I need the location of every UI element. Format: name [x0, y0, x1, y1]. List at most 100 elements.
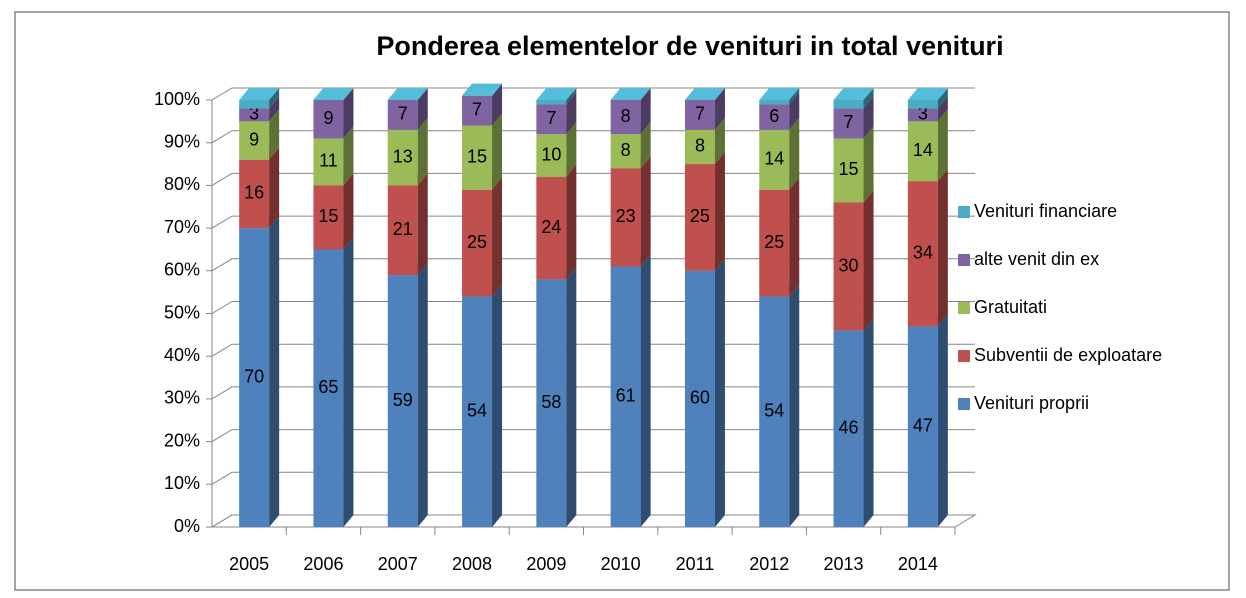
bar-face [684, 129, 715, 165]
bar-face [833, 88, 874, 100]
legend-swatch [958, 206, 970, 218]
bar-segment [387, 88, 428, 100]
data-label: 3 [918, 104, 928, 124]
data-label: 14 [764, 149, 784, 169]
bar-face [714, 117, 725, 165]
bar-segment [833, 190, 874, 331]
data-label: 8 [695, 136, 705, 156]
bar-segment [239, 88, 280, 109]
bar-face [833, 330, 864, 527]
bar-face [566, 164, 577, 280]
data-label: 46 [839, 418, 859, 438]
data-label: 23 [616, 206, 636, 226]
y-tick-label: 70% [164, 217, 200, 237]
bar-face [833, 100, 864, 109]
bar-face [536, 104, 567, 135]
data-label: 25 [764, 232, 784, 252]
bar-face [937, 169, 948, 327]
data-label: 13 [393, 146, 413, 166]
bar-face [492, 83, 503, 126]
data-label: 25 [467, 232, 487, 252]
bar-face [343, 173, 354, 250]
bar-face [566, 122, 577, 177]
bar-face [759, 100, 790, 105]
data-label: 47 [913, 415, 933, 435]
bar-segment [684, 88, 725, 100]
bar-face [937, 314, 948, 527]
x-tick-label: 2005 [229, 554, 269, 574]
bar-face [269, 147, 280, 229]
bar-face [313, 138, 344, 186]
bar-segment [462, 83, 503, 96]
bar-face [239, 228, 270, 527]
data-label: 30 [839, 255, 859, 275]
bar-face [417, 263, 428, 527]
x-tick-label: 2009 [526, 554, 566, 574]
data-label: 25 [690, 206, 710, 226]
bar-face [610, 134, 641, 169]
grid-line [206, 471, 975, 485]
data-label: 9 [323, 108, 333, 128]
data-label: 24 [541, 217, 561, 237]
data-label: 15 [318, 206, 338, 226]
bar-segment [759, 284, 800, 527]
bar-face [462, 125, 493, 190]
y-tick-label: 50% [164, 302, 200, 322]
x-tick-label: 2010 [601, 554, 641, 574]
bar-segment [462, 284, 503, 527]
data-label: 14 [913, 140, 933, 160]
bar-face [239, 108, 270, 122]
data-label: 15 [839, 159, 859, 179]
bar-face [610, 88, 651, 100]
bar-segment [907, 88, 948, 109]
bar-face [789, 92, 800, 130]
bar-segment [759, 88, 800, 105]
grid-line [206, 172, 975, 186]
bar-face [387, 185, 418, 276]
legend-label: Subventii de exploatare [974, 345, 1162, 365]
data-label: 61 [616, 386, 636, 406]
legend-label: alte venit din ex [974, 249, 1099, 269]
y-tick-label: 90% [164, 131, 200, 151]
bar-face [610, 100, 641, 135]
x-tick-label: 2014 [898, 554, 938, 574]
bar-face [492, 177, 503, 297]
bar-face [343, 88, 354, 139]
bar-face [239, 159, 270, 229]
bar-face [789, 284, 800, 527]
data-label: 6 [769, 106, 779, 126]
data-label: 11 [319, 151, 338, 171]
bar-face [462, 95, 493, 126]
bar-segment [536, 267, 577, 527]
grid-line [206, 429, 975, 443]
grid-line [206, 343, 975, 357]
data-label: 70 [244, 366, 264, 386]
bar-segment [610, 88, 651, 100]
bar-segment [684, 258, 725, 527]
data-label: 59 [393, 390, 413, 410]
bar-face [789, 177, 800, 297]
bar-face [907, 108, 938, 122]
bar-face [387, 88, 428, 100]
bar-face [759, 129, 790, 190]
bar-face [610, 266, 641, 527]
y-tick-label: 10% [164, 473, 200, 493]
bar-face [536, 279, 567, 527]
bar-face [684, 164, 715, 271]
bar-face [239, 121, 270, 160]
legend-label: Gratuitati [974, 297, 1047, 317]
y-tick-label: 40% [164, 345, 200, 365]
bar-face [640, 88, 651, 135]
chart-title: Ponderea elementelor de venituri in tota… [376, 31, 1003, 61]
bar-face [937, 88, 948, 109]
bar-face [462, 296, 493, 527]
x-tick-label: 2012 [749, 554, 789, 574]
x-tick-label: 2013 [824, 554, 864, 574]
legend-swatch [958, 350, 970, 362]
bar-face [313, 100, 344, 139]
bar-face [239, 88, 280, 100]
bar-face [937, 109, 948, 182]
bar-face [313, 249, 344, 527]
data-label: 7 [546, 108, 556, 128]
data-label: 15 [467, 146, 487, 166]
